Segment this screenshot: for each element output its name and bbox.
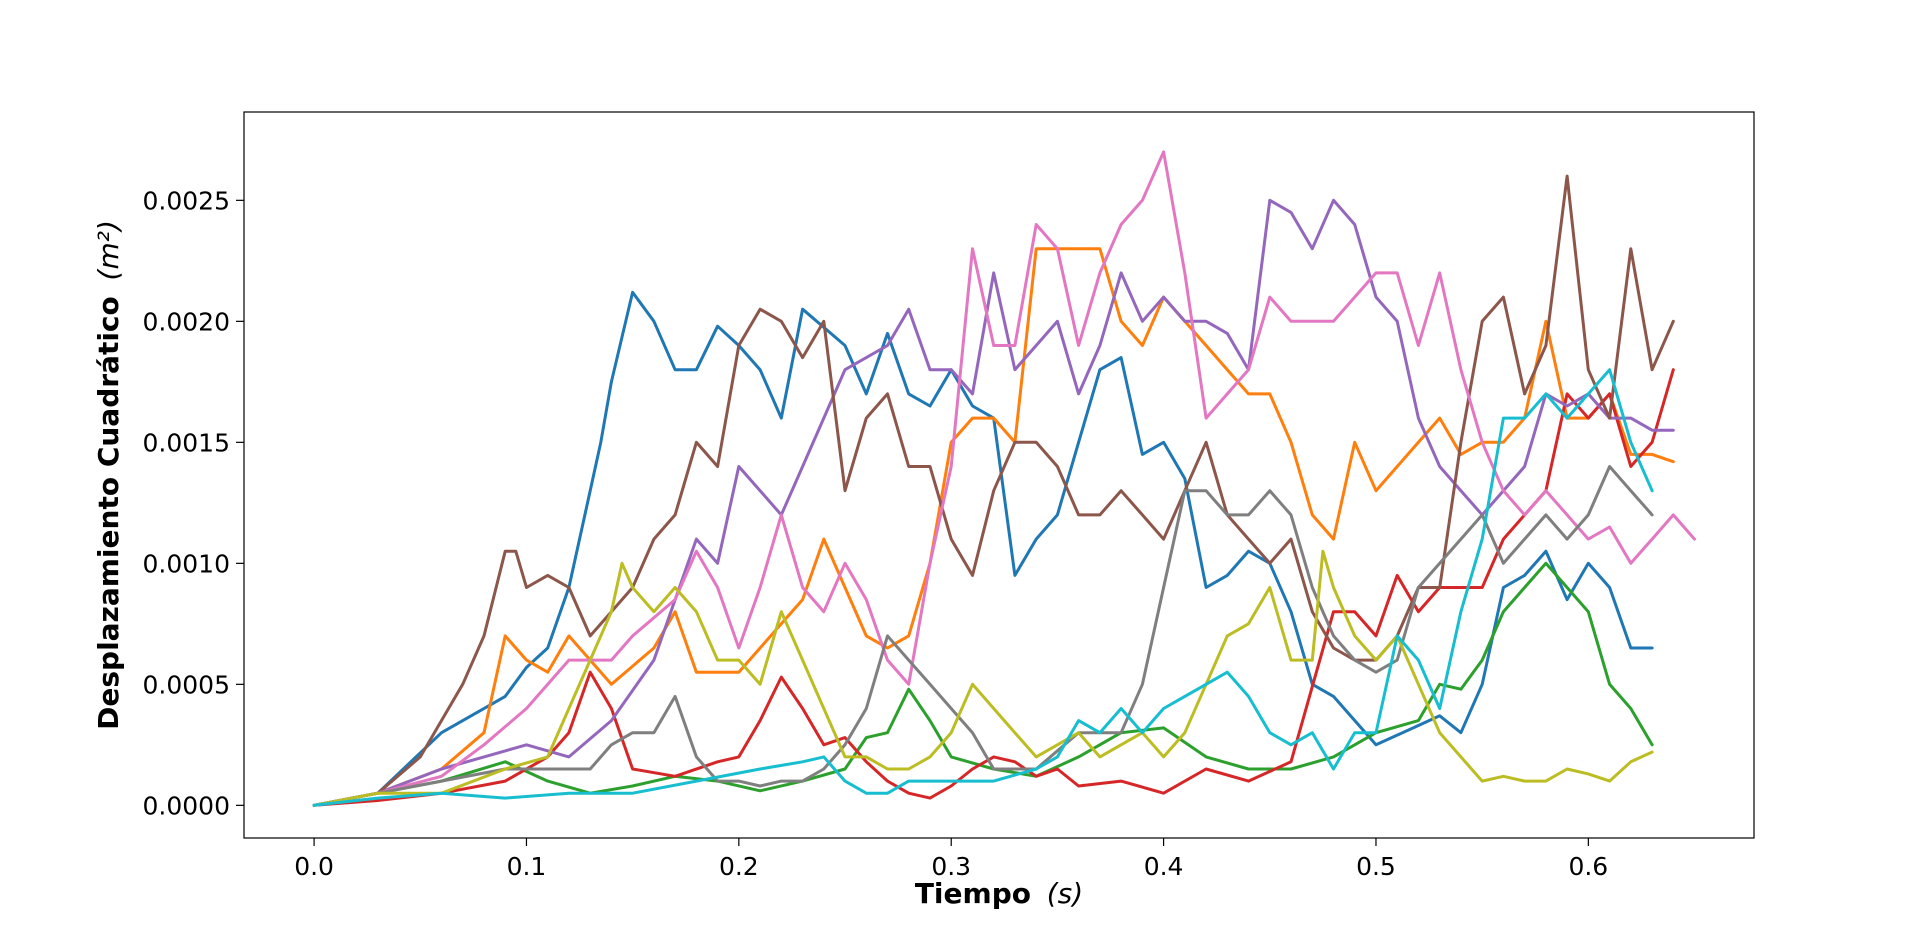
x-tick-label: 0.1 [507,852,547,881]
x-tick-label: 0.4 [1144,852,1184,881]
x-axis-label: Tiempo [915,877,1031,910]
series-line-7 [312,150,1696,807]
x-axis: 0.0 0.1 0.2 0.3 0.4 0.5 0.6 [294,838,1608,881]
series-line-2 [312,247,1675,807]
y-axis-label: Desplazamiento Cuadrático [92,296,125,730]
y-axis-unit: (m²) [92,220,125,280]
plot-frame [243,111,1755,839]
y-axis: 0.0000 0.0005 0.0010 0.0015 0.0020 0.0025 [143,186,244,820]
series-line-10 [312,368,1654,807]
x-tick-label: 0.6 [1568,852,1608,881]
y-axis-title: Desplazamiento Cuadrático (m²) [92,220,125,730]
y-tick-label: 0.0000 [143,791,230,820]
series-line-3 [312,561,1654,807]
y-tick-label: 0.0010 [143,549,230,578]
x-axis-title: Tiempo (s) [915,877,1083,910]
y-tick-label: 0.0020 [143,307,230,336]
x-tick-label: 0.2 [719,852,759,881]
x-tick-label: 0.3 [931,852,971,881]
x-axis-unit: (s) [1047,877,1083,910]
series-line-1 [312,290,1654,807]
series-line-4 [312,368,1675,807]
y-tick-label: 0.0005 [143,670,230,699]
series-lines [312,150,1696,807]
y-tick-label: 0.0015 [143,428,230,457]
x-tick-label: 0.0 [294,852,334,881]
series-line-9 [312,549,1654,807]
y-tick-label: 0.0025 [143,186,230,215]
series-line-6 [312,174,1675,807]
x-tick-label: 0.5 [1356,852,1396,881]
